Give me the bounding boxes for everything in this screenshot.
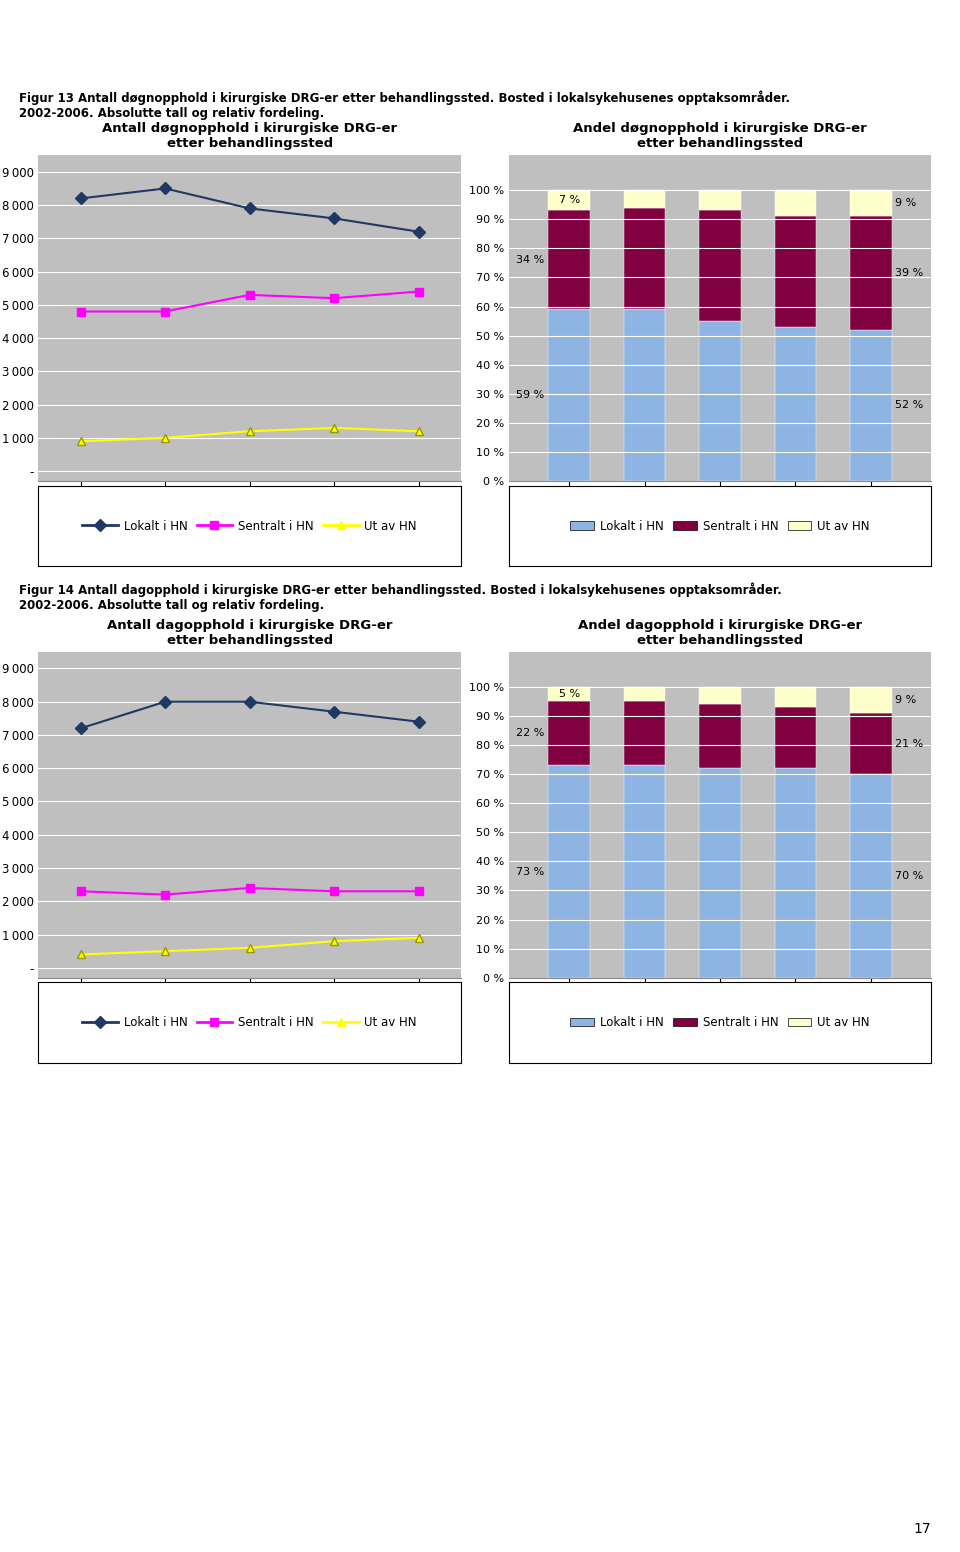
Bar bbox=[699, 686, 741, 705]
Bar bbox=[624, 765, 665, 978]
Bar bbox=[775, 189, 816, 216]
Legend: Lokalt i HN, Sentralt i HN, Ut av HN: Lokalt i HN, Sentralt i HN, Ut av HN bbox=[565, 515, 875, 537]
Bar bbox=[851, 216, 892, 331]
Bar bbox=[624, 208, 665, 309]
Bar bbox=[624, 309, 665, 481]
Text: 39 %: 39 % bbox=[896, 268, 924, 278]
Bar bbox=[775, 327, 816, 481]
Bar bbox=[699, 321, 741, 481]
Bar bbox=[548, 702, 589, 765]
Bar bbox=[851, 712, 892, 774]
Text: 70 %: 70 % bbox=[896, 871, 924, 882]
Bar bbox=[548, 688, 589, 702]
Text: 21 %: 21 % bbox=[896, 739, 924, 748]
Bar bbox=[775, 708, 816, 768]
Bar bbox=[548, 211, 589, 309]
Text: Figur 13 Antall døgnopphold i kirurgiske DRG-er etter behandlingssted. Bosted i : Figur 13 Antall døgnopphold i kirurgiske… bbox=[19, 90, 790, 120]
Text: 9 %: 9 % bbox=[896, 199, 917, 208]
Text: 9 %: 9 % bbox=[896, 695, 917, 705]
Text: 34 %: 34 % bbox=[516, 255, 544, 265]
Legend: Lokalt i HN, Sentralt i HN, Ut av HN: Lokalt i HN, Sentralt i HN, Ut av HN bbox=[565, 1012, 875, 1034]
Title: Antall dagopphold i kirurgiske DRG-er
etter behandlingssted: Antall dagopphold i kirurgiske DRG-er et… bbox=[107, 619, 393, 647]
Bar bbox=[699, 189, 741, 211]
Text: 59 %: 59 % bbox=[516, 390, 544, 400]
Bar bbox=[851, 774, 892, 978]
Text: 17: 17 bbox=[914, 1523, 931, 1536]
Bar bbox=[775, 768, 816, 978]
Text: Figur 14 Antall dagopphold i kirurgiske DRG-er etter behandlingssted. Bosted i l: Figur 14 Antall dagopphold i kirurgiske … bbox=[19, 582, 782, 611]
Text: 73 %: 73 % bbox=[516, 866, 544, 877]
Text: 22 %: 22 % bbox=[516, 728, 544, 739]
Bar bbox=[851, 189, 892, 216]
Bar bbox=[548, 309, 589, 481]
Title: Andel dagopphold i kirurgiske DRG-er
etter behandlingssted: Andel dagopphold i kirurgiske DRG-er ett… bbox=[578, 619, 862, 647]
Bar bbox=[624, 702, 665, 765]
Bar bbox=[699, 211, 741, 321]
Bar bbox=[851, 688, 892, 712]
Bar bbox=[775, 688, 816, 708]
Bar bbox=[699, 705, 741, 768]
Bar bbox=[699, 768, 741, 978]
Bar bbox=[548, 765, 589, 978]
Text: 5 %: 5 % bbox=[559, 689, 580, 698]
Title: Andel døgnopphold i kirurgiske DRG-er
etter behandlingssted: Andel døgnopphold i kirurgiske DRG-er et… bbox=[573, 123, 867, 151]
Title: Antall døgnopphold i kirurgiske DRG-er
etter behandlingssted: Antall døgnopphold i kirurgiske DRG-er e… bbox=[102, 123, 397, 151]
Bar bbox=[624, 189, 665, 208]
Bar bbox=[548, 189, 589, 211]
Bar bbox=[624, 688, 665, 702]
Legend: Lokalt i HN, Sentralt i HN, Ut av HN: Lokalt i HN, Sentralt i HN, Ut av HN bbox=[78, 1012, 421, 1034]
Text: 7 %: 7 % bbox=[559, 196, 580, 205]
Bar bbox=[851, 331, 892, 481]
Text: 52 %: 52 % bbox=[896, 400, 924, 410]
Bar bbox=[775, 216, 816, 327]
Legend: Lokalt i HN, Sentralt i HN, Ut av HN: Lokalt i HN, Sentralt i HN, Ut av HN bbox=[78, 515, 421, 537]
